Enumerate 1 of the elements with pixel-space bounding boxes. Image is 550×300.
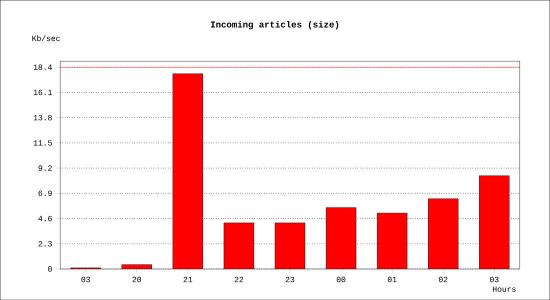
chart-title: Incoming articles (size)	[210, 20, 338, 30]
